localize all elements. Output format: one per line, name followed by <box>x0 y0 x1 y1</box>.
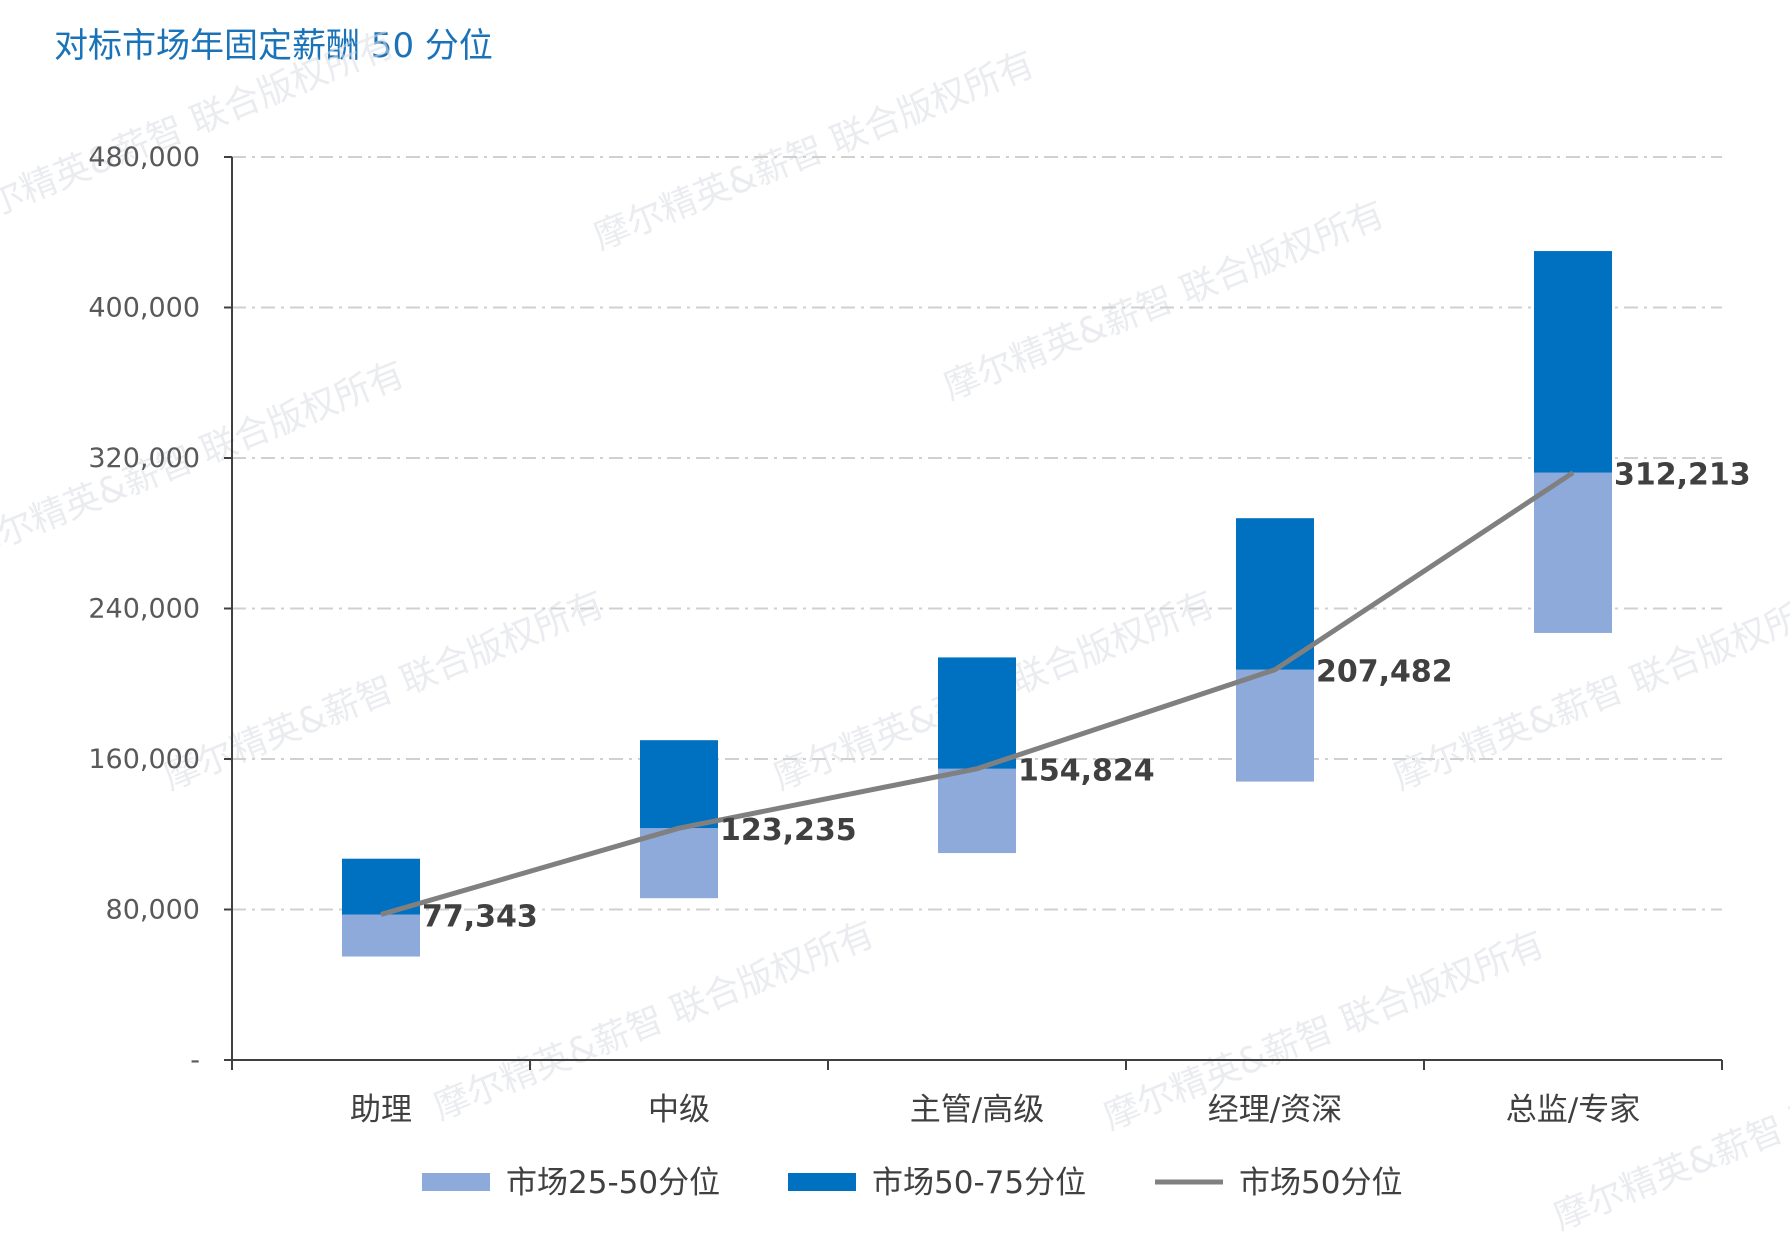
data-labels: 77,343 123,235 154,824 207,482 312,213 <box>422 458 1751 935</box>
bar-p25-50 <box>640 828 718 899</box>
legend-swatch <box>422 1173 490 1191</box>
y-tick-label: 240,000 <box>88 594 200 625</box>
legend-swatch <box>788 1173 856 1191</box>
bar-p25-50 <box>1236 669 1314 782</box>
legend-label: 市场50-75分位 <box>872 1165 1086 1201</box>
axes: - 80,000 160,000 240,000 320,000 400,000 480,0… <box>88 142 1723 1128</box>
legend: 市场25-50分位 市场50-75分位 市场50分位 <box>422 1165 1402 1201</box>
y-tick-label: - <box>190 1045 200 1076</box>
bar-p50-75 <box>640 740 718 829</box>
watermark-text: 摩尔精英&薪智 联合版权所有 <box>588 44 1041 259</box>
data-label: 312,213 <box>1614 458 1751 493</box>
watermark-text: 摩尔精英&薪智 联合版权所有 <box>158 584 611 799</box>
x-category-label: 助理 <box>350 1092 412 1128</box>
chart-title: 对标市场年固定薪酬 50 分位 <box>54 26 493 66</box>
watermark-text: 摩尔精英&薪智 联合版权所有 <box>0 24 401 239</box>
y-tick-label: 480,000 <box>88 142 200 173</box>
watermark-text: 摩尔精英&薪智 联合版权所有 <box>938 194 1391 409</box>
median-line-path <box>380 470 1575 917</box>
bars <box>342 251 1612 957</box>
bar-p25-50 <box>342 914 420 957</box>
data-label: 123,235 <box>720 813 857 848</box>
x-category-label: 中级 <box>648 1092 710 1128</box>
y-tick-label: 160,000 <box>88 744 200 775</box>
bar-p50-75 <box>938 657 1016 769</box>
legend-label: 市场25-50分位 <box>506 1165 720 1201</box>
data-label: 207,482 <box>1316 655 1453 690</box>
x-category-label: 主管/高级 <box>910 1092 1044 1128</box>
bar-p25-50 <box>938 768 1016 854</box>
x-category-label: 经理/资深 <box>1208 1092 1342 1128</box>
median-line <box>380 470 1575 917</box>
y-tick-label: 320,000 <box>88 443 200 474</box>
bar-p50-75 <box>1236 518 1314 670</box>
bar-p50-75 <box>1534 251 1612 473</box>
bar-p25-50 <box>1534 472 1612 633</box>
x-category-label: 总监/专家 <box>1506 1092 1640 1128</box>
y-tick-label: 80,000 <box>106 895 200 926</box>
y-tick-label: 400,000 <box>88 293 200 324</box>
watermark-text: 摩尔精英&薪智 联合版权所有 <box>0 354 411 569</box>
legend-label: 市场50分位 <box>1239 1165 1402 1201</box>
data-label: 77,343 <box>422 899 538 934</box>
watermark-text: 摩尔精英&薪智 联合版权所有 <box>1548 1024 1790 1236</box>
data-label: 154,824 <box>1018 754 1155 789</box>
